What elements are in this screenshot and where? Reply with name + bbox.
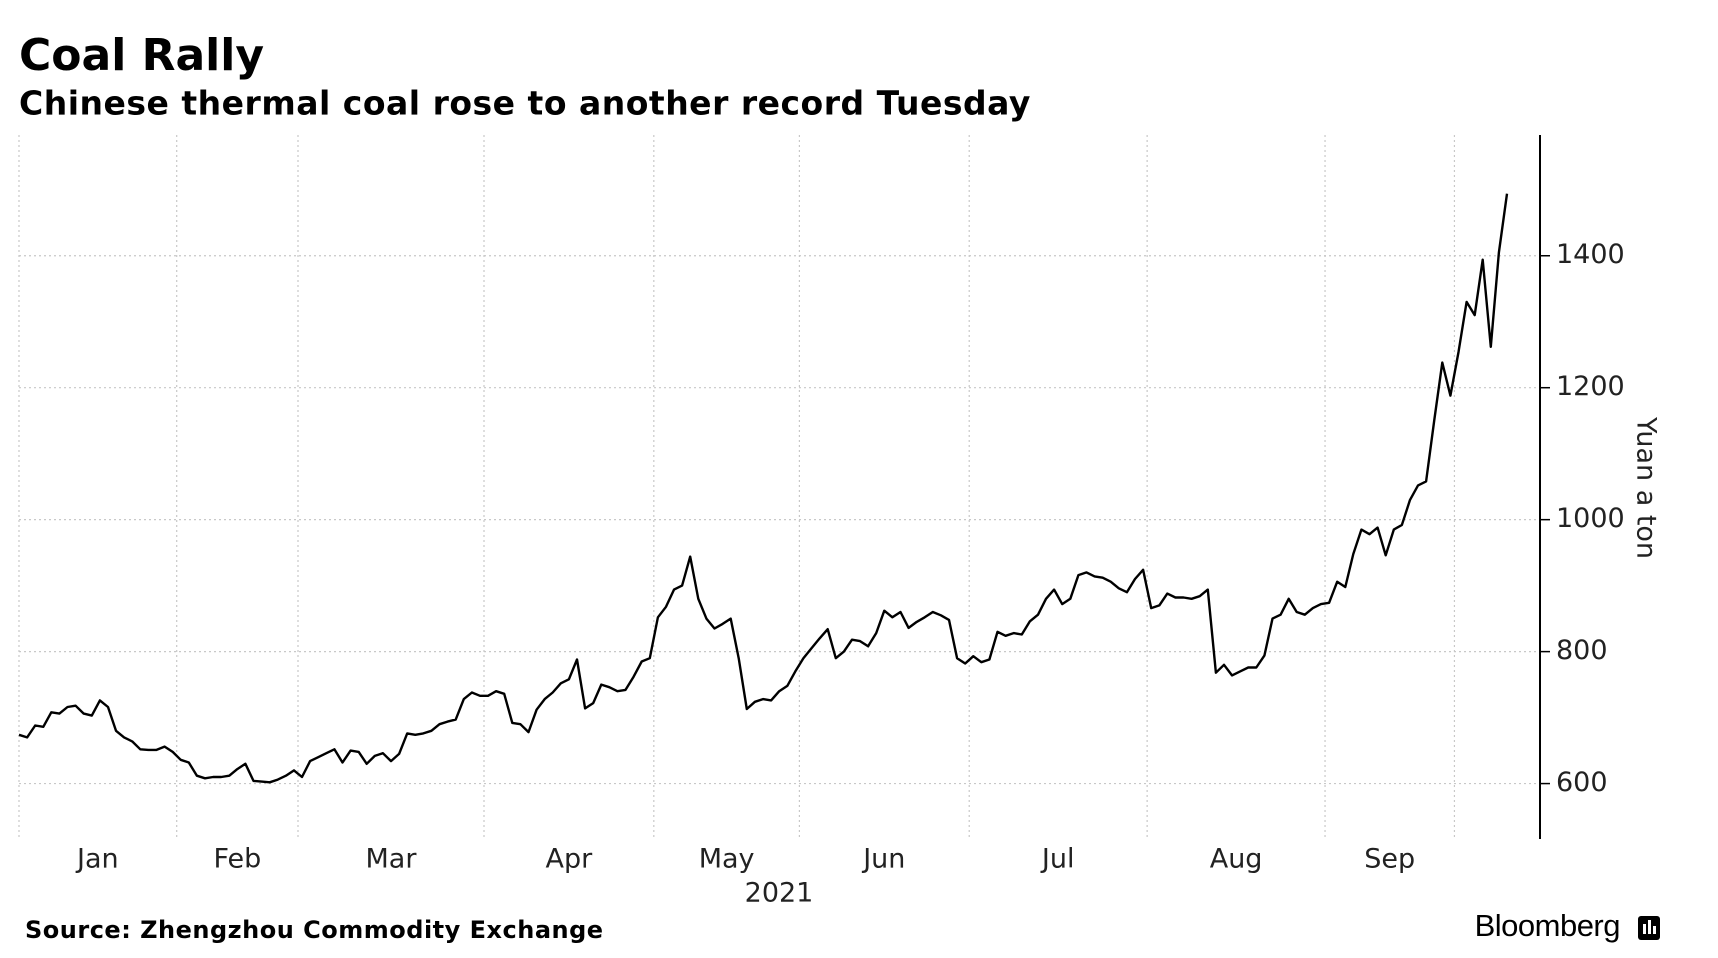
y-axis-label: Yuan a ton (1631, 416, 1662, 559)
y-tick-label: 1000 (1556, 503, 1625, 534)
x-tick-label: Mar (366, 844, 418, 875)
x-tick-label: Apr (546, 844, 594, 875)
line (18, 193, 1509, 784)
x-tick-label: Jan (75, 844, 119, 875)
chart-title: Coal Rally (19, 30, 264, 81)
brand: Bloomberg (1475, 908, 1620, 943)
source: Source: Zhengzhou Commodity Exchange (25, 916, 604, 944)
y-tick-label: 600 (1556, 767, 1608, 798)
x-tick-label: Jul (1040, 844, 1075, 875)
x-axis-label: 2021 (745, 878, 814, 909)
y-tick-label: 1400 (1556, 239, 1625, 270)
x-tick-label: May (699, 844, 755, 875)
x-tick-label: Feb (213, 844, 261, 875)
brand-icon (1638, 916, 1660, 940)
chart-subtitle: Chinese thermal coal rose to another rec… (19, 84, 1031, 123)
y-tick-label: 1200 (1556, 371, 1625, 402)
x-tick-label: Sep (1364, 844, 1415, 875)
y-tick-label: 800 (1556, 635, 1608, 666)
x-tick-label: Aug (1210, 844, 1263, 875)
x-tick-label: Jun (861, 844, 905, 875)
